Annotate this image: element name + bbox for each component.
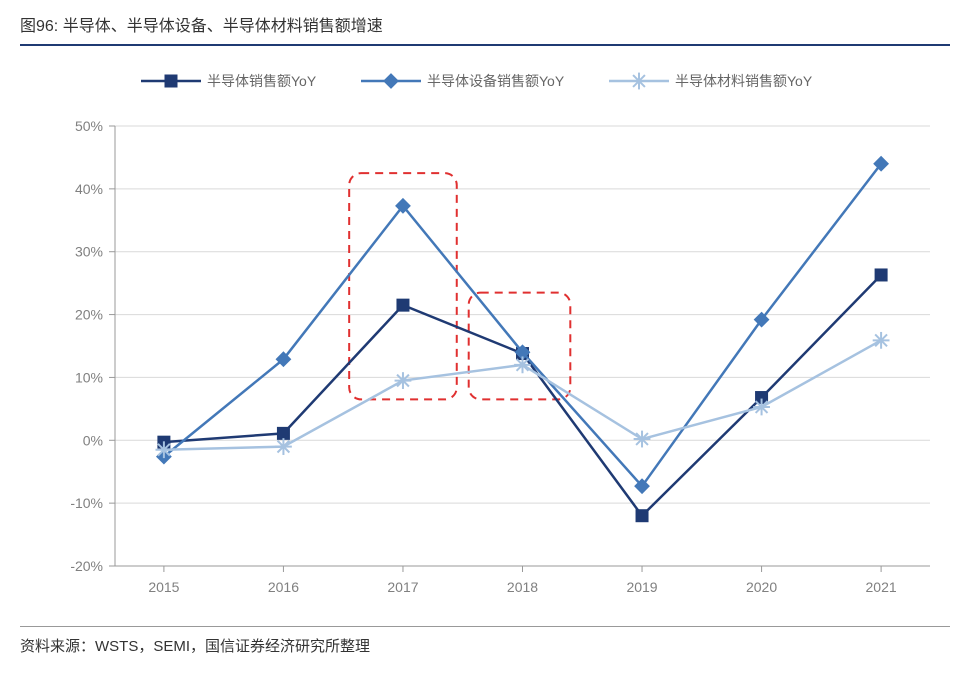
svg-text:10%: 10%	[75, 369, 103, 385]
line-chart: -20% -10% 0% 10% 20% 30% 40% 50% 2015 2016 2017 201…	[20, 46, 950, 626]
svg-text:20%: 20%	[75, 307, 103, 323]
svg-text:2016: 2016	[268, 579, 299, 595]
svg-text:2021: 2021	[866, 579, 897, 595]
svg-text:40%: 40%	[75, 181, 103, 197]
svg-text:2018: 2018	[507, 579, 538, 595]
svg-text:50%: 50%	[75, 118, 103, 134]
svg-text:半导体销售额YoY: 半导体销售额YoY	[207, 73, 317, 89]
svg-text:2019: 2019	[626, 579, 657, 595]
svg-text:2017: 2017	[387, 579, 418, 595]
svg-text:半导体设备销售额YoY: 半导体设备销售额YoY	[427, 73, 565, 89]
source-text: 资料来源：WSTS，SEMI，国信证券经济研究所整理	[20, 638, 370, 655]
figure-title: 图96: 半导体、半导体设备、半导体材料销售额增速	[20, 18, 383, 35]
svg-text:半导体材料销售额YoY: 半导体材料销售额YoY	[675, 73, 813, 89]
svg-text:0%: 0%	[83, 432, 103, 448]
svg-text:30%: 30%	[75, 244, 103, 260]
svg-text:2020: 2020	[746, 579, 777, 595]
svg-text:-20%: -20%	[70, 558, 103, 574]
svg-text:2015: 2015	[148, 579, 179, 595]
chart-container: -20% -10% 0% 10% 20% 30% 40% 50% 2015 2016 2017 201…	[20, 46, 950, 626]
svg-text:-10%: -10%	[70, 495, 103, 511]
